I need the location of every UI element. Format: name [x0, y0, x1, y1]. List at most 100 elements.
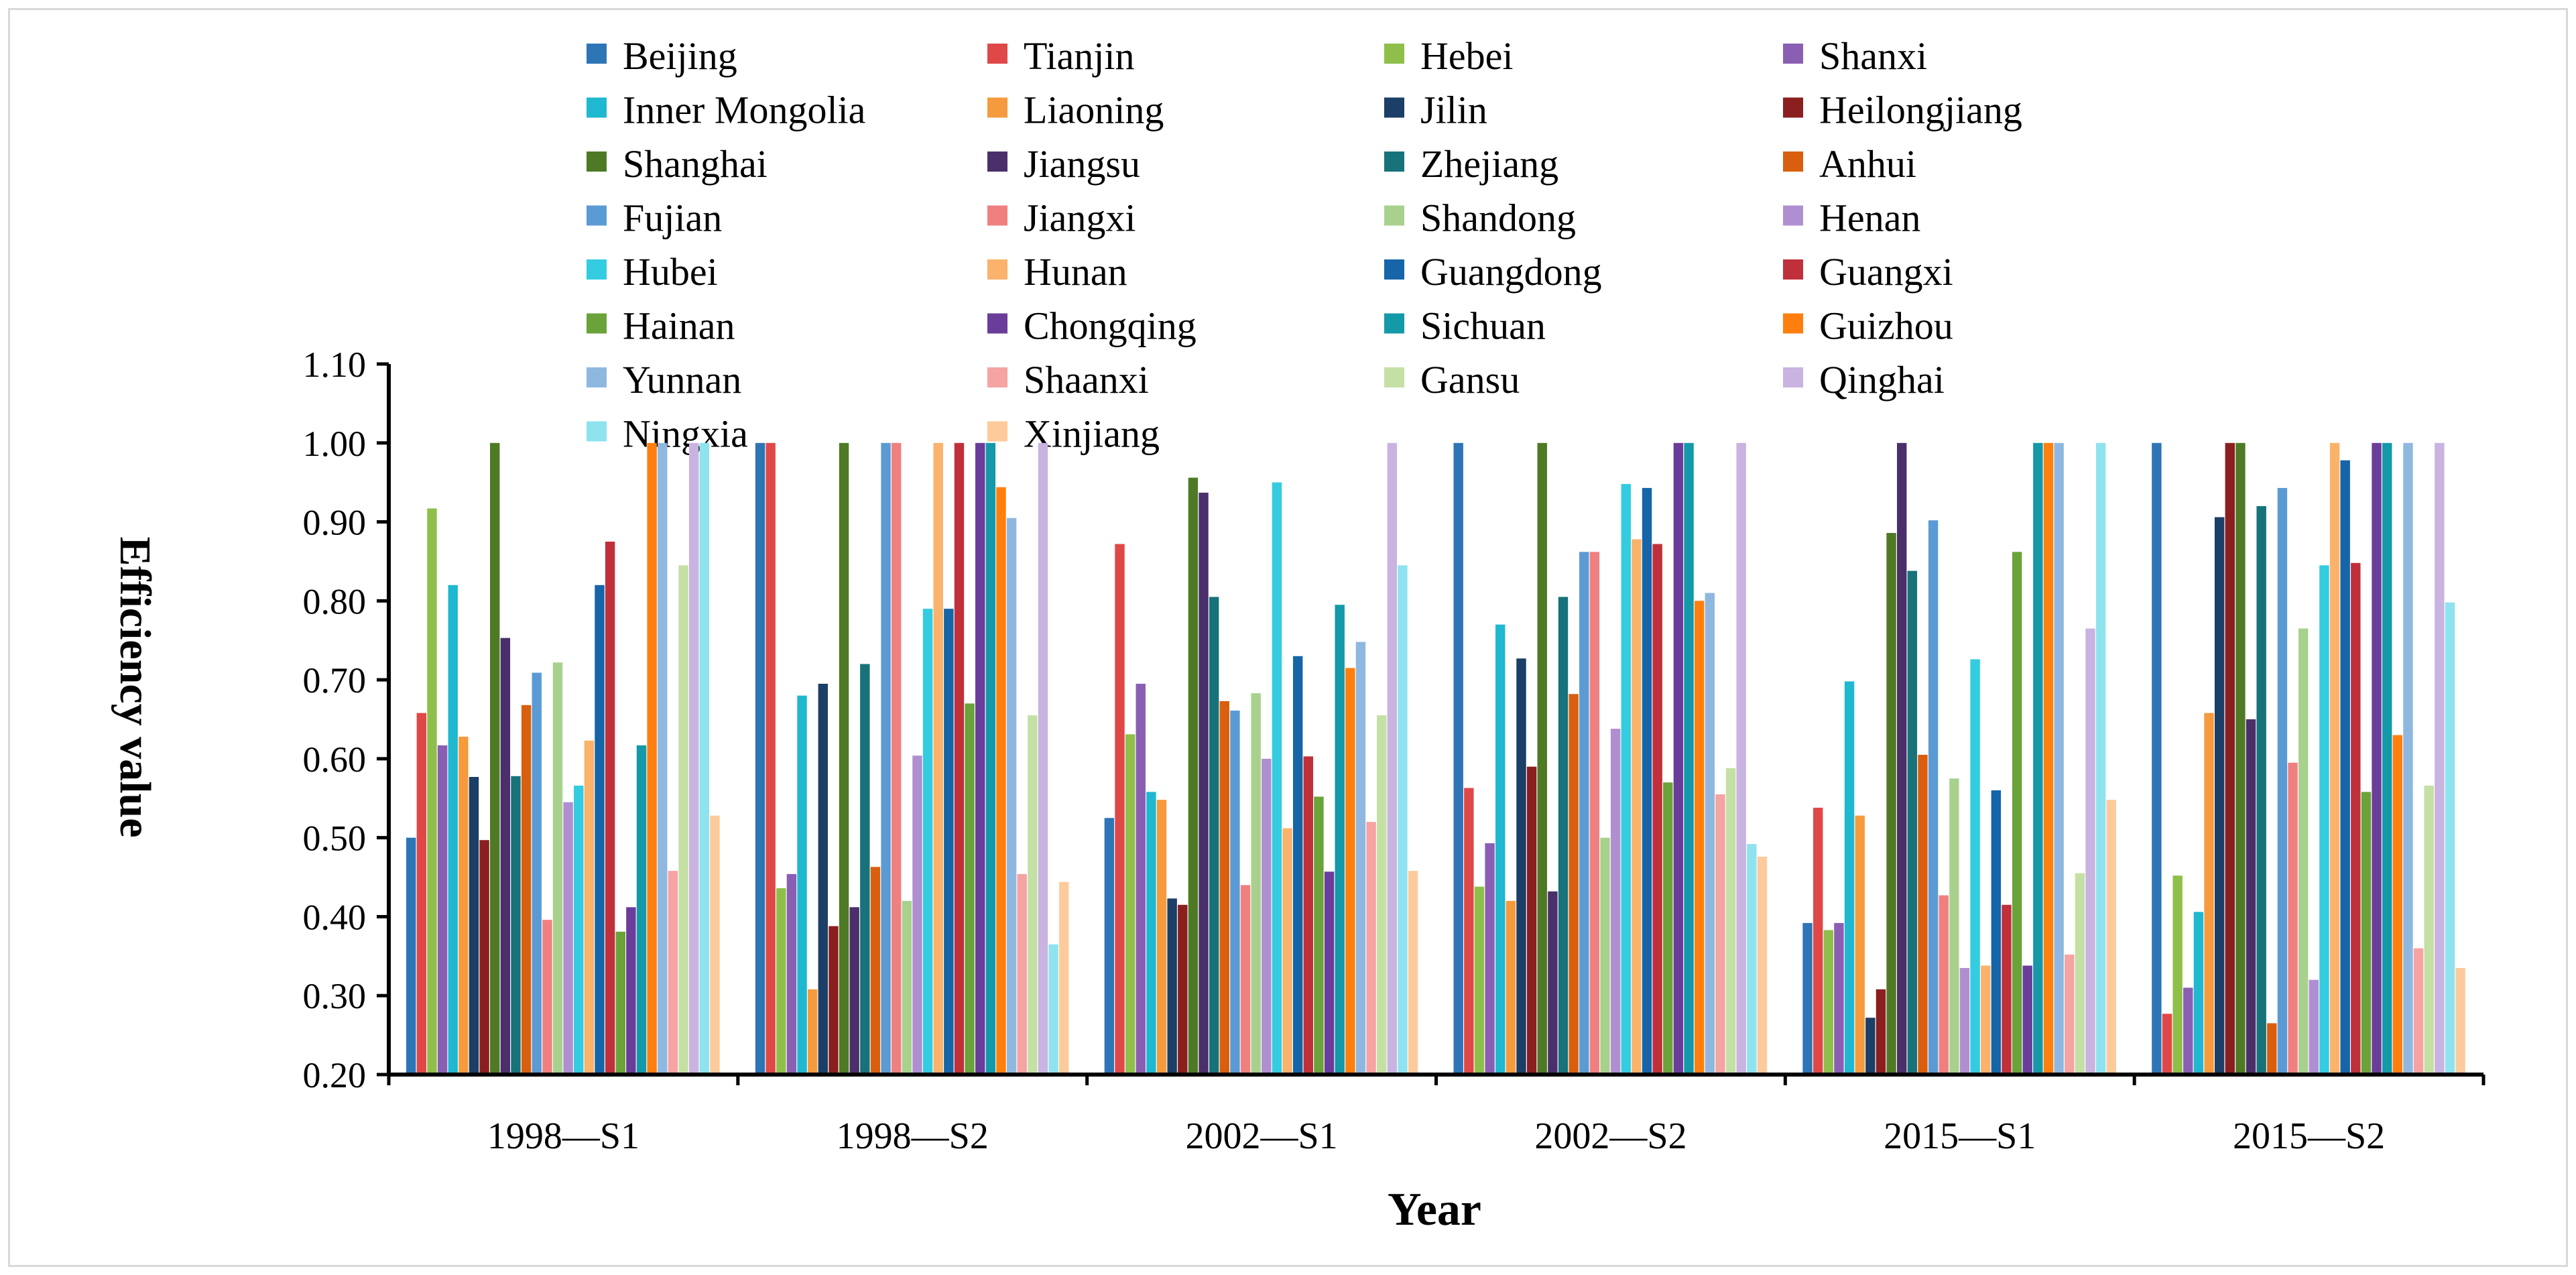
bar-ningxia — [2445, 602, 2455, 1075]
bar-shanxi — [1834, 922, 1844, 1075]
y-tick-label: 0.40 — [303, 897, 367, 937]
bar-chongqing — [2022, 965, 2032, 1075]
legend-label: Jiangsu — [1024, 142, 1140, 186]
bar-zhejiang — [511, 776, 521, 1075]
bar-shaanxi — [2065, 954, 2075, 1075]
bar-liaoning — [1855, 815, 1865, 1075]
bar-chongqing — [975, 442, 985, 1075]
bar-yunnan — [1355, 642, 1366, 1075]
bar-beijing — [2152, 442, 2162, 1075]
bar-shanxi — [2183, 987, 2193, 1075]
legend-item: Jiangxi — [987, 196, 1136, 240]
bar-beijing — [1802, 922, 1813, 1075]
bar-qinghai — [2435, 442, 2445, 1075]
bar-guizhou — [2043, 442, 2054, 1075]
bar-jiangsu — [1896, 442, 1907, 1075]
bar-hunan — [933, 442, 943, 1075]
bar-shaanxi — [1366, 822, 1376, 1075]
legend-swatch — [987, 367, 1007, 387]
legend-swatch — [587, 44, 607, 64]
bar-jiangsu — [500, 638, 511, 1075]
bar-hainan — [2361, 792, 2372, 1075]
legend-item: Xinjiang — [987, 412, 1160, 456]
bar-henan — [1959, 968, 1970, 1075]
legend-label: Hainan — [623, 304, 735, 348]
legend-label: Zhejiang — [1420, 142, 1558, 186]
bar-ningxia — [1747, 844, 1757, 1075]
bar-fujian — [2277, 487, 2288, 1075]
bar-hebei — [1474, 886, 1485, 1075]
legend-label: Qinghai — [1819, 358, 1945, 402]
legend-item: Hubei — [587, 250, 718, 294]
bar-inner-mongolia — [2193, 912, 2204, 1075]
bar-jiangsu — [2246, 719, 2256, 1075]
bar-qinghai — [1038, 442, 1048, 1075]
bar-heilongjiang — [2225, 442, 2235, 1075]
legend-item: Guangdong — [1384, 250, 1602, 294]
legend-item: Inner Mongolia — [587, 88, 865, 132]
bar-ningxia — [699, 442, 710, 1075]
bar-beijing — [1104, 818, 1115, 1075]
bar-hainan — [1314, 796, 1324, 1075]
x-ticks: 1998—S1 1998—S2 2002—S1 2002—S2 2015—S1 2015—… — [387, 1073, 2486, 1157]
bar-xinjiang — [2455, 968, 2465, 1075]
x-tick-label: 2002—S1 — [1186, 1115, 1338, 1157]
bar-tianjin — [1464, 788, 1474, 1075]
legend-label: Anhui — [1819, 142, 1916, 186]
bar-tianjin — [1115, 544, 1125, 1075]
bar-shanghai — [490, 442, 500, 1075]
bar-xinjiang — [1059, 882, 1069, 1075]
bar-fujian — [532, 672, 542, 1075]
y-tick-label: 0.60 — [303, 739, 367, 780]
legend-label: Shanghai — [623, 142, 768, 186]
bar-hubei — [922, 609, 933, 1075]
bar-hainan — [615, 931, 625, 1075]
bar-anhui — [1918, 755, 1928, 1075]
bar-beijing — [1453, 442, 1463, 1075]
bar-henan — [2309, 979, 2319, 1075]
bar-shanghai — [839, 442, 849, 1075]
legend-swatch — [1783, 97, 1803, 118]
bar-anhui — [870, 867, 881, 1075]
bar-guangdong — [1642, 487, 1652, 1075]
legend-swatch — [987, 44, 1007, 64]
legend-swatch — [1783, 259, 1803, 280]
y-tick-label: 0.70 — [303, 660, 367, 701]
bar-tianjin — [765, 442, 776, 1075]
bar-beijing — [755, 442, 765, 1075]
bar-zhejiang — [1907, 570, 1918, 1075]
legend-swatch — [587, 205, 607, 226]
bar-xinjiang — [1757, 856, 1768, 1075]
bar-guizhou — [1694, 601, 1705, 1075]
bar-chongqing — [626, 907, 636, 1075]
bar-liaoning — [1156, 800, 1167, 1075]
bar-hebei — [1125, 734, 1136, 1075]
legend-swatch — [587, 259, 607, 280]
bar-shanghai — [1886, 533, 1896, 1075]
y-tick-label: 0.90 — [303, 503, 367, 543]
bar-fujian — [1230, 711, 1240, 1075]
bar-guizhou — [996, 487, 1006, 1075]
x-tick-label: 1998—S2 — [837, 1115, 989, 1157]
legend-swatch — [1783, 205, 1803, 226]
bar-jilin — [469, 776, 479, 1075]
bar-sichuan — [2382, 442, 2392, 1075]
legend-item: Hunan — [987, 250, 1127, 294]
legend-swatch — [587, 151, 607, 172]
bar-hebei — [776, 888, 786, 1075]
legend-label: Ningxia — [623, 412, 748, 456]
bar-liaoning — [2204, 713, 2214, 1075]
bar-ningxia — [1048, 944, 1058, 1075]
bar-heilongjiang — [1526, 766, 1537, 1075]
bar-jiangxi — [1939, 895, 1949, 1075]
bar-jiangxi — [891, 442, 902, 1075]
y-tick-label: 0.50 — [303, 818, 367, 859]
legend-item: Yunnan — [587, 358, 741, 402]
legend-label: Heilongjiang — [1819, 88, 2022, 132]
bar-shanghai — [1188, 477, 1199, 1075]
bar-liaoning — [458, 736, 469, 1075]
y-tick-label: 0.30 — [303, 976, 367, 1016]
bar-chongqing — [2372, 442, 2382, 1075]
bar-guangxi — [1303, 756, 1314, 1075]
legend-swatch — [1384, 367, 1404, 387]
